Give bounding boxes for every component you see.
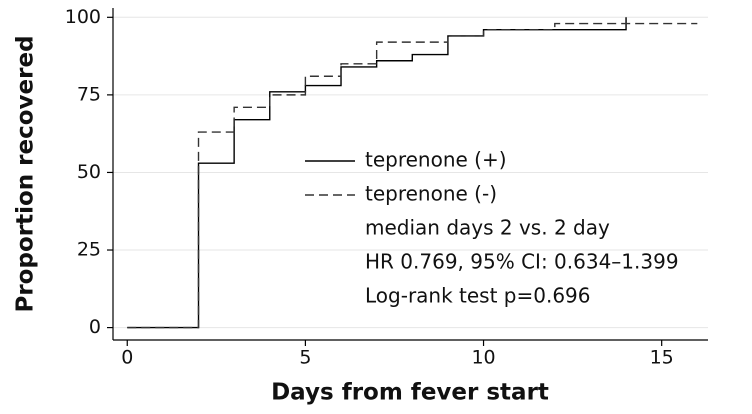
annotation: Log-rank test p=0.696 bbox=[365, 284, 591, 308]
legend-label: teprenone (-) bbox=[365, 182, 497, 206]
plot-area bbox=[113, 8, 708, 340]
annotation: HR 0.769, 95% CI: 0.634–1.399 bbox=[365, 250, 679, 274]
x-axis-title: Days from fever start bbox=[271, 380, 549, 406]
y-tick-label: 0 bbox=[89, 316, 101, 338]
annotation: median days 2 vs. 2 day bbox=[365, 216, 610, 240]
x-tick-label: 0 bbox=[121, 347, 133, 369]
x-tick-label: 15 bbox=[650, 347, 674, 369]
y-tick-label: 75 bbox=[77, 83, 101, 105]
y-tick-label: 50 bbox=[77, 161, 101, 183]
x-tick-label: 5 bbox=[299, 347, 311, 369]
y-tick-label: 25 bbox=[77, 239, 101, 261]
legend-label: teprenone (+) bbox=[365, 148, 507, 172]
y-tick-label: 100 bbox=[65, 6, 101, 28]
y-axis-title: Proportion recovered bbox=[13, 35, 39, 312]
x-tick-label: 10 bbox=[471, 347, 495, 369]
